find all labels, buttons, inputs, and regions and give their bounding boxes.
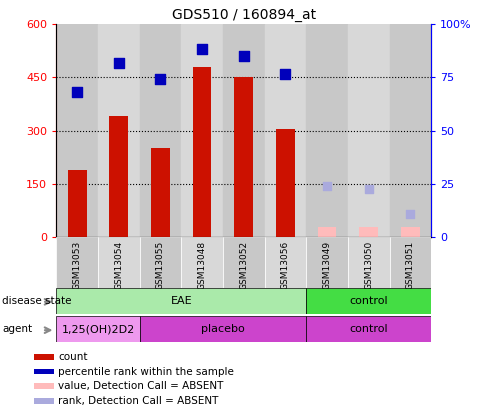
Text: count: count (58, 352, 88, 362)
Point (74, 88, 81, 95)
Bar (306, 288, 431, 314)
Text: percentile rank within the sample: percentile rank within the sample (58, 367, 234, 377)
Text: placebo: placebo (201, 324, 245, 334)
Text: EAE: EAE (171, 296, 192, 306)
Bar (306, 24, 348, 237)
Bar (401, 227, 420, 237)
Point (156, 76, 164, 83)
Bar (33, 369, 54, 375)
Text: GSM13052: GSM13052 (239, 241, 248, 290)
Text: 1,25(OH)2D2: 1,25(OH)2D2 (61, 324, 135, 334)
Bar (390, 237, 431, 288)
Text: GSM13051: GSM13051 (406, 241, 415, 290)
Text: control: control (349, 296, 388, 306)
Bar (68, 170, 87, 237)
Text: rank, Detection Call = ABSENT: rank, Detection Call = ABSENT (58, 396, 219, 405)
Bar (56, 288, 306, 314)
Bar (348, 237, 390, 288)
Text: disease state: disease state (2, 296, 72, 306)
Bar (109, 117, 128, 237)
Bar (33, 398, 54, 404)
Bar (140, 24, 181, 237)
Text: GSM13050: GSM13050 (364, 241, 373, 290)
Text: GSM13054: GSM13054 (114, 241, 123, 290)
Title: GDS510 / 160894_at: GDS510 / 160894_at (172, 8, 316, 22)
Point (198, 46, 206, 52)
Bar (265, 237, 306, 288)
Bar (181, 237, 223, 288)
Bar (56, 237, 98, 288)
Point (406, 211, 414, 217)
Point (281, 71, 289, 77)
Bar (140, 316, 306, 342)
Bar (98, 237, 140, 288)
Text: GSM13053: GSM13053 (73, 241, 82, 290)
Bar (33, 383, 54, 389)
Text: GSM13049: GSM13049 (322, 241, 332, 290)
Bar (98, 24, 140, 237)
Point (323, 182, 331, 189)
Bar (265, 24, 306, 237)
Bar (359, 227, 378, 237)
Bar (56, 316, 140, 342)
Text: agent: agent (2, 324, 32, 334)
Point (240, 53, 247, 60)
Bar (56, 24, 98, 237)
Bar (390, 24, 431, 237)
Bar (181, 24, 223, 237)
Text: GSM13056: GSM13056 (281, 241, 290, 290)
Bar (306, 316, 431, 342)
Text: GSM13048: GSM13048 (197, 241, 207, 290)
Bar (318, 227, 337, 237)
Bar (223, 237, 265, 288)
Bar (276, 129, 295, 237)
Point (365, 186, 372, 192)
Point (115, 60, 122, 66)
Text: control: control (349, 324, 388, 334)
Text: GSM13055: GSM13055 (156, 241, 165, 290)
Bar (151, 148, 170, 237)
Bar (348, 24, 390, 237)
Bar (33, 354, 54, 360)
Bar (223, 24, 265, 237)
Text: value, Detection Call = ABSENT: value, Detection Call = ABSENT (58, 381, 223, 391)
Bar (234, 77, 253, 237)
Bar (306, 237, 348, 288)
Bar (140, 237, 181, 288)
Bar (193, 67, 212, 237)
